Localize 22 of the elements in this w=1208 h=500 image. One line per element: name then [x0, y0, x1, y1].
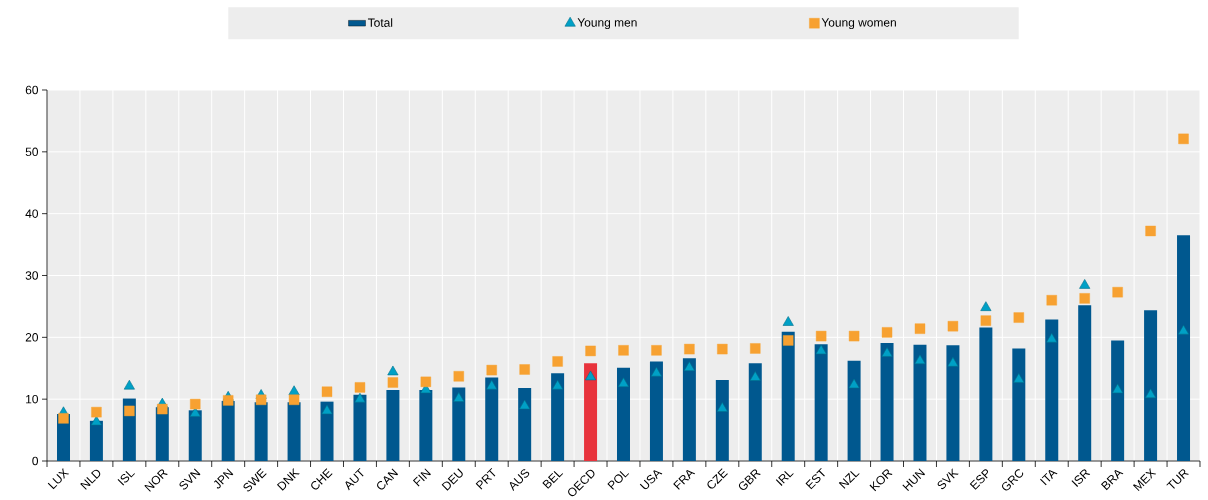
- legend-label: Young women: [821, 18, 896, 30]
- x-tick-label: BRA: [1100, 470, 1124, 491]
- y-tick-label: 20: [25, 333, 39, 342]
- y-tick-label: 30: [25, 271, 39, 280]
- x-tick-label: ITA: [1040, 470, 1058, 486]
- x-tick-label: FRA: [673, 470, 696, 490]
- legend-label: Young men: [577, 18, 637, 30]
- y-tick-label: 10: [26, 394, 39, 404]
- x-tick-label: BEL: [542, 470, 564, 489]
- x-tick-label: NZL: [838, 470, 860, 489]
- x-tick-label: IRL: [775, 470, 794, 486]
- y-tick-label: 40: [25, 209, 39, 218]
- x-tick-label: USA: [639, 470, 663, 490]
- x-tick-label: FIN: [412, 468, 431, 487]
- y-tick-label: 60: [25, 85, 39, 95]
- x-tick-label: ISR: [1071, 469, 1091, 487]
- legend-label: Total: [367, 18, 393, 27]
- x-tick-label: POL: [607, 471, 630, 490]
- y-tick-label: 50: [25, 147, 39, 157]
- x-tick-label: ISL: [117, 471, 135, 486]
- x-tick-label: TUR: [1166, 469, 1189, 489]
- y-tick-label: 0: [32, 456, 39, 466]
